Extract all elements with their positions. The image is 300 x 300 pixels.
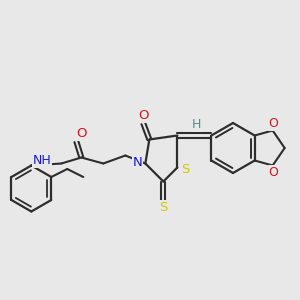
Text: S: S xyxy=(159,201,167,214)
Text: O: O xyxy=(269,166,279,179)
Text: O: O xyxy=(269,117,279,130)
Text: H: H xyxy=(192,118,201,131)
Text: NH: NH xyxy=(33,154,51,167)
Text: S: S xyxy=(181,163,190,176)
Text: N: N xyxy=(133,156,142,169)
Text: O: O xyxy=(138,109,148,122)
Text: O: O xyxy=(76,127,87,140)
